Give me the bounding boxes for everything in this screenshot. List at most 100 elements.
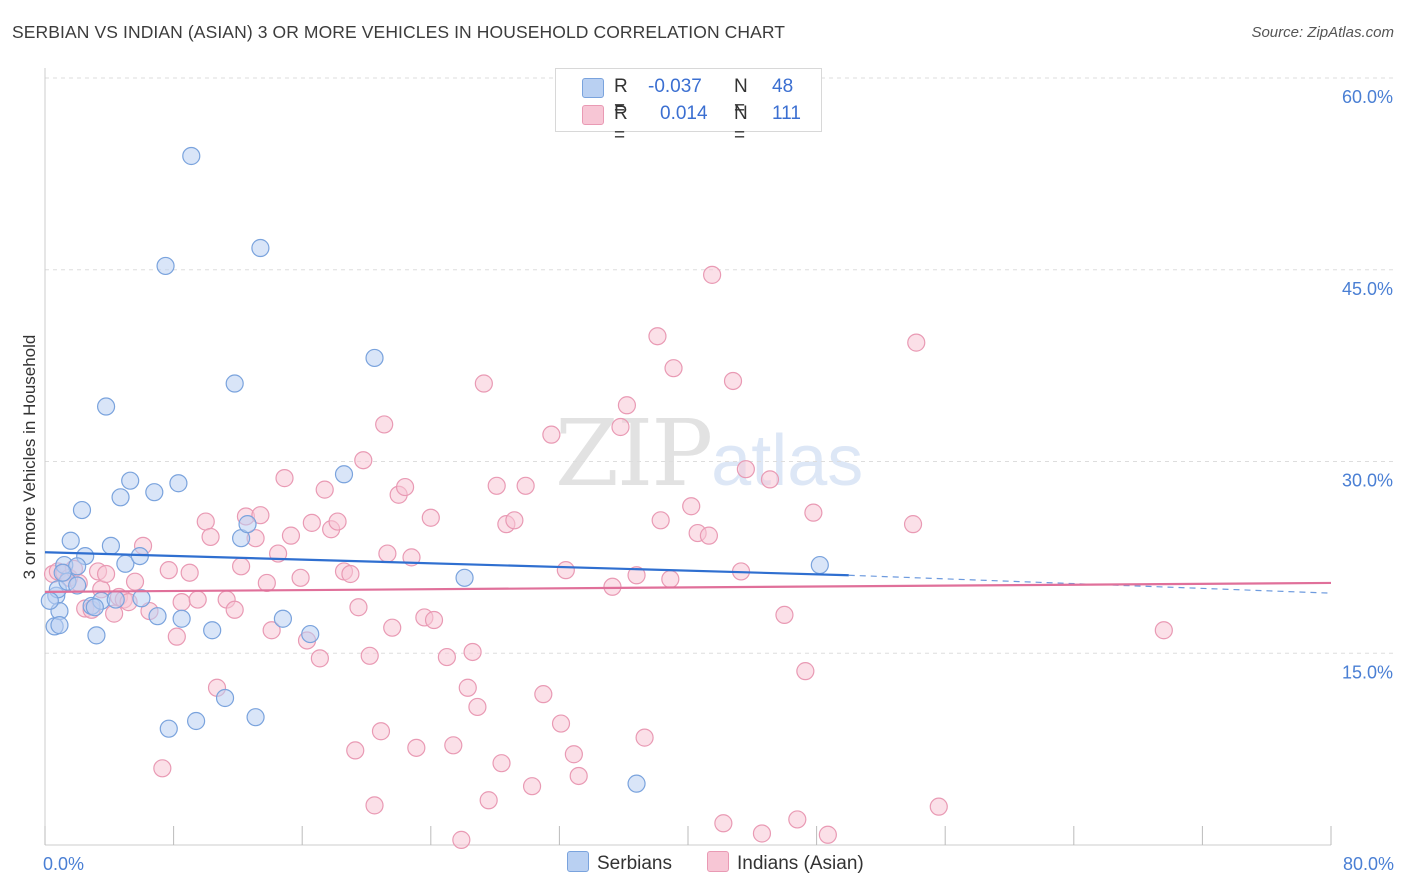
serbian-point <box>87 626 106 645</box>
serbian-point <box>145 483 164 502</box>
indian-point <box>125 572 145 591</box>
x-tick-label-min: 0.0% <box>43 854 84 874</box>
indian-point <box>775 605 794 625</box>
chart-source: Source: ZipAtlas.com <box>1251 24 1394 41</box>
indian-point <box>752 824 772 843</box>
data-points <box>40 146 1173 849</box>
indian-point <box>365 796 384 815</box>
indian-point <box>302 513 321 532</box>
indian-point <box>603 577 622 596</box>
indian-point <box>341 564 360 584</box>
indian-point <box>818 825 837 844</box>
serbian-point <box>50 616 69 635</box>
indian-point <box>349 598 368 617</box>
serbians-trend-extension <box>848 574 1332 594</box>
indian-point <box>437 647 456 667</box>
indian-point <box>395 477 415 497</box>
indian-point <box>522 777 542 796</box>
tick-labels: 15.0% 30.0% 45.0% 60.0% 0.0% 80.0% <box>43 87 1394 874</box>
indian-point <box>257 573 276 593</box>
indian-point <box>569 766 588 786</box>
serbian-point <box>101 536 121 555</box>
indian-point <box>354 451 373 470</box>
indian-point <box>804 503 823 522</box>
indian-point <box>617 396 637 415</box>
serbian-point <box>72 500 92 520</box>
serbian-point <box>365 348 384 368</box>
indian-point <box>516 476 535 495</box>
serbian-point <box>159 719 178 738</box>
serbians-swatch <box>582 78 604 98</box>
indian-point <box>664 359 683 378</box>
indian-point <box>310 649 329 668</box>
serbian-point <box>251 238 270 258</box>
serbian-point <box>187 711 206 731</box>
serbian-point <box>810 555 829 575</box>
legend-n-label: N = <box>734 103 748 146</box>
trend-lines <box>44 551 1332 594</box>
legend-r-label: R = <box>614 103 628 146</box>
bottom-legend-indians: Indians (Asian) <box>707 851 864 875</box>
indian-point <box>611 417 630 437</box>
indian-point <box>788 810 807 829</box>
serbian-point <box>225 374 244 393</box>
indian-point <box>479 791 498 810</box>
indian-point <box>474 374 493 393</box>
serbian-point <box>61 531 80 550</box>
chart-title: SERBIAN VS INDIAN (ASIAN) 3 OR MORE VEHI… <box>12 22 786 42</box>
serbian-point <box>40 591 59 610</box>
serbian-point <box>246 708 265 727</box>
serbian-point <box>238 515 257 534</box>
serbian-point <box>132 589 151 608</box>
legend-serbians-r: -0.037 <box>648 76 702 97</box>
watermark-zip: ZIP <box>555 400 713 507</box>
indian-point <box>275 469 294 488</box>
serbian-point <box>301 624 320 644</box>
indian-point <box>651 511 670 530</box>
serbian-point <box>96 397 116 416</box>
indian-point <box>315 480 334 499</box>
serbian-point <box>111 488 130 507</box>
indian-point <box>424 610 444 630</box>
serbian-point <box>627 774 646 793</box>
serbians-legend-label: Serbians <box>597 853 672 874</box>
indians-legend-swatch <box>707 851 729 872</box>
indian-point <box>225 600 244 619</box>
indians-swatch <box>582 105 604 125</box>
y-tick-label: 15.0% <box>1342 662 1393 682</box>
indian-point <box>251 506 270 525</box>
indian-point <box>551 714 571 733</box>
indian-point <box>383 618 402 637</box>
indian-point <box>796 662 815 681</box>
indian-point <box>468 697 487 717</box>
axes <box>44 68 1332 846</box>
indian-point <box>371 722 391 741</box>
indian-point <box>281 526 301 545</box>
indian-point <box>96 564 116 584</box>
indian-point <box>534 685 553 704</box>
serbian-point <box>273 609 293 628</box>
y-axis-label: 3 or more Vehicles in Household <box>20 335 39 580</box>
indian-point <box>627 566 646 585</box>
legend-n-label: N = <box>734 76 748 119</box>
indian-point <box>196 512 215 531</box>
serbian-point <box>455 568 474 587</box>
indian-point <box>635 728 654 747</box>
indian-point <box>929 797 948 816</box>
indian-point <box>1154 621 1173 640</box>
serbian-point <box>53 563 72 582</box>
serbian-point <box>85 598 104 617</box>
indian-point <box>291 568 310 587</box>
serbian-point <box>215 688 235 708</box>
indian-point <box>360 646 379 665</box>
indian-point <box>907 333 926 352</box>
serbian-point <box>148 607 167 626</box>
serbian-point <box>172 609 191 628</box>
y-tick-label: 45.0% <box>1342 279 1393 299</box>
indian-point <box>564 745 583 764</box>
indians-trend-line <box>44 581 1332 593</box>
indian-point <box>188 590 207 609</box>
serbian-point <box>106 590 125 609</box>
indian-point <box>723 371 743 391</box>
indian-point <box>378 544 397 563</box>
